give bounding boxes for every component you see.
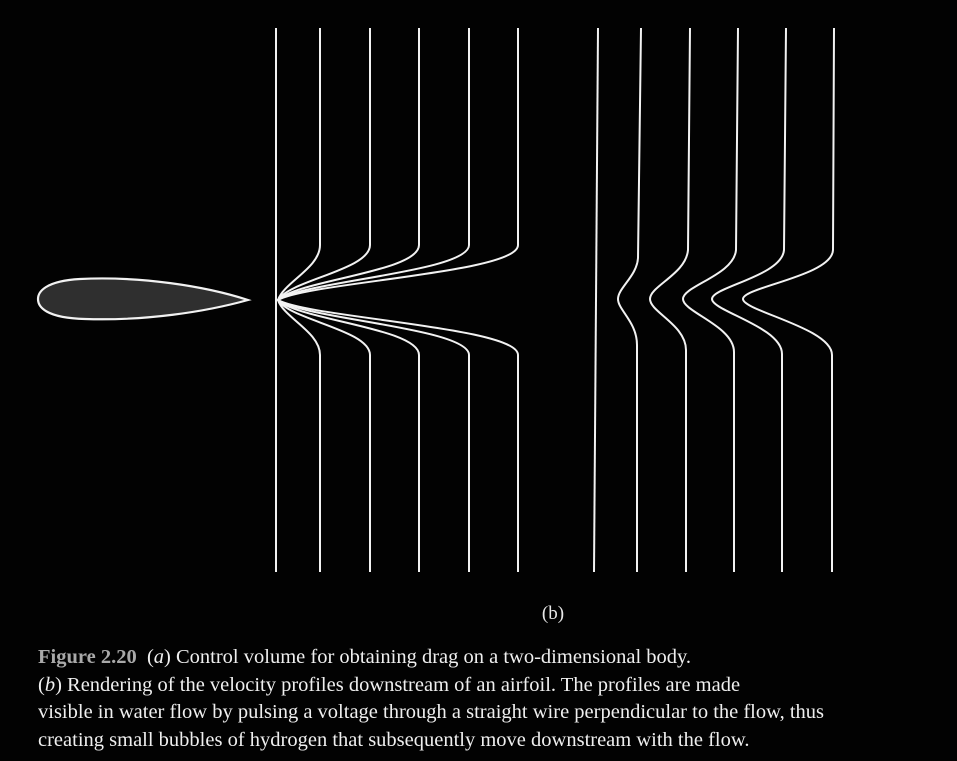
caption-line-3: visible in water flow by pulsing a volta… [38, 701, 825, 723]
near-wake-profiles [275, 28, 519, 572]
far-wake-profile-4 [681, 27, 739, 572]
near-wake-profile-1 [276, 28, 321, 572]
near-wake-profile-3 [276, 28, 420, 572]
subfigure-label: (b) [541, 603, 565, 624]
figure-number: Figure 2.20 [38, 646, 137, 668]
caption-line-1: Figure 2.20 (a) Control volume for obtai… [38, 646, 692, 668]
figure-caption: Figure 2.20 (a) Control volume for obtai… [38, 644, 928, 754]
near-wake-profile-4 [276, 28, 470, 572]
velocity-profile-diagram [36, 27, 835, 573]
far-wake-profile-1 [593, 27, 599, 573]
caption-line-4: creating small bubbles of hydrogen that … [38, 728, 750, 751]
near-wake-profile-5 [275, 28, 519, 572]
near-wake-profile-2 [276, 28, 371, 572]
far-wake-profile-3 [648, 27, 691, 572]
far-wake-profile-2 [616, 27, 642, 572]
caption-line-2: (b) Rendering of the velocity profiles d… [38, 673, 741, 696]
far-wake-profile-5 [710, 27, 787, 572]
far-wake-profiles [593, 27, 835, 573]
airfoil-shape [36, 277, 252, 321]
far-wake-profile-6 [741, 27, 835, 572]
